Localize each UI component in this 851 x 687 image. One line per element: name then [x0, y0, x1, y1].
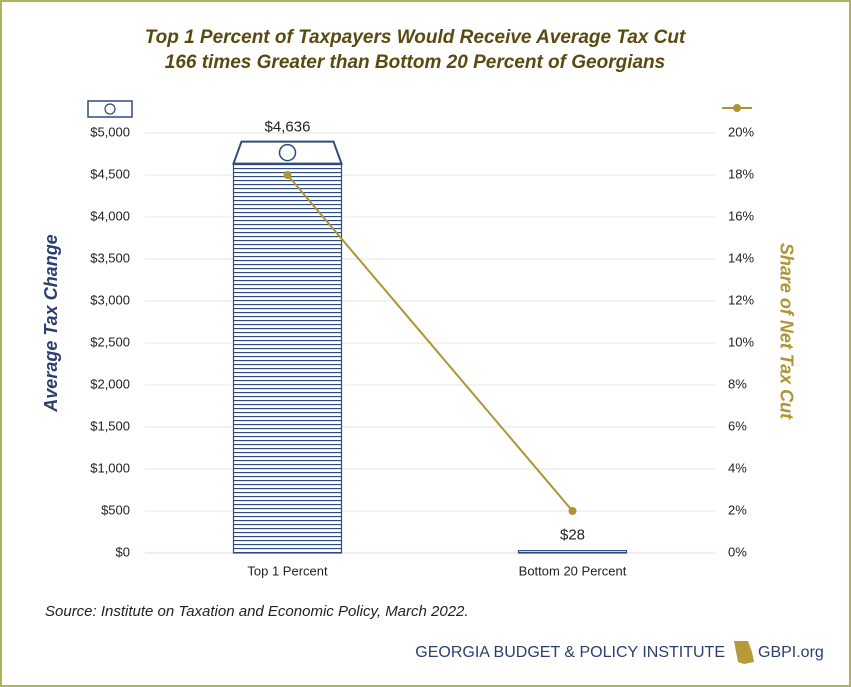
bar: [232, 162, 343, 554]
y-tick-label: $500: [101, 502, 130, 517]
bill-top: [232, 140, 343, 165]
y2-tick-label: 20%: [728, 124, 754, 139]
chart-title: Top 1 Percent of Taxpayers Would Receive…: [145, 27, 686, 48]
y-tick-label: $2,500: [90, 334, 130, 349]
source-note: Source: Institute on Taxation and Econom…: [45, 603, 469, 620]
y2-tick-label: 4%: [728, 460, 747, 475]
y-tick-label: $3,500: [90, 250, 130, 265]
bill-seal: [278, 143, 297, 162]
y2-tick-label: 0%: [728, 544, 747, 559]
y-tick-label: $4,000: [90, 208, 130, 223]
georgia-icon: [734, 641, 754, 664]
y2-axis-label: Share of Net Tax Cut: [776, 243, 796, 420]
y-tick-label: $1,000: [90, 460, 130, 475]
y2-tick-label: 8%: [728, 376, 747, 391]
y2-tick-label: 18%: [728, 166, 754, 181]
y2-tick-label: 12%: [728, 292, 754, 307]
y-tick-label: $5,000: [90, 124, 130, 139]
x-tick-label: Bottom 20 Percent: [519, 563, 627, 578]
bar: [517, 550, 628, 554]
y-tick-label: $3,000: [90, 292, 130, 307]
legend-line-icon: [722, 104, 752, 112]
y2-tick-label: 10%: [728, 334, 754, 349]
y-tick-label: $1,500: [90, 418, 130, 433]
x-tick-label: Top 1 Percent: [247, 563, 328, 578]
y-axis-label: Average Tax Change: [41, 234, 61, 412]
footer-site: GBPI.org: [758, 644, 824, 661]
y-tick-label: $0: [116, 544, 130, 559]
value-label: $28: [560, 527, 585, 544]
footer-org: GEORGIA BUDGET & POLICY INSTITUTE: [415, 644, 725, 661]
y2-tick-label: 6%: [728, 418, 747, 433]
y2-tick-label: 2%: [728, 502, 747, 517]
y2-tick-label: 14%: [728, 250, 754, 265]
chart-title: 166 times Greater than Bottom 20 Percent…: [165, 52, 666, 73]
y2-tick-label: 16%: [728, 208, 754, 223]
value-label: $4,636: [265, 119, 311, 136]
line-point: [283, 171, 292, 179]
y-tick-label: $2,000: [90, 376, 130, 391]
legend-bill-icon: [87, 100, 133, 118]
line-point: [568, 507, 577, 515]
line: [286, 174, 574, 512]
y-tick-label: $4,500: [90, 166, 130, 181]
